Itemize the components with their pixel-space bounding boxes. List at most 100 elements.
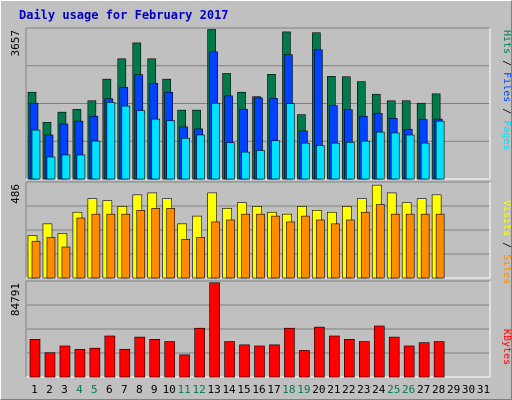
- kbytes-bar: [344, 339, 355, 378]
- pages-bar: [181, 137, 190, 180]
- x-tick-label: 13: [207, 383, 220, 396]
- kbytes-bar: [403, 345, 415, 378]
- pages-bar: [31, 129, 41, 180]
- x-tick-label: 12: [193, 383, 206, 396]
- sites-bar: [256, 213, 265, 279]
- x-tick-label: 28: [432, 383, 445, 396]
- sites-bar: [46, 237, 56, 279]
- pages-bar: [375, 131, 385, 180]
- sites-bar: [181, 239, 190, 279]
- kbytes-bar: [373, 325, 385, 378]
- kbytes-bar: [74, 348, 86, 378]
- sites-bar: [76, 217, 86, 279]
- pages-bar: [435, 120, 445, 180]
- pages-bar: [226, 142, 235, 180]
- x-tick-label: 18: [282, 383, 295, 396]
- legend-kbytes: KBytes: [501, 329, 511, 365]
- pages-bar: [256, 150, 265, 180]
- pages-bar: [211, 102, 220, 180]
- sites-bar: [196, 237, 205, 279]
- x-tick-label: 9: [151, 383, 158, 396]
- sites-bar: [91, 213, 101, 279]
- x-tick-label: 15: [237, 383, 250, 396]
- pages-bar: [360, 140, 370, 180]
- x-tick-label: 16: [252, 383, 265, 396]
- kbytes-bar: [179, 354, 190, 378]
- kbytes-bar: [269, 344, 280, 378]
- kbytes-bar: [388, 336, 400, 378]
- y-max-label: 486: [9, 184, 22, 204]
- pages-bar: [76, 154, 86, 180]
- kbytes-bar: [29, 339, 41, 378]
- x-tick-label: 25: [387, 383, 400, 396]
- sites-bar: [331, 223, 340, 279]
- pages-bar: [346, 142, 355, 180]
- pages-bar: [271, 140, 280, 180]
- x-tick-label: 23: [357, 383, 370, 396]
- pages-bar: [121, 105, 131, 180]
- pages-bar: [301, 142, 310, 180]
- kbytes-bar: [134, 336, 146, 378]
- x-tick-label: 6: [106, 383, 113, 396]
- sites-bar: [286, 221, 295, 279]
- kbytes-bar: [329, 335, 340, 378]
- sites-bar: [241, 213, 250, 279]
- sites-bar: [226, 219, 235, 279]
- sites-bar: [360, 211, 370, 279]
- sites-bar: [375, 204, 385, 279]
- kbytes-bar: [89, 347, 101, 378]
- x-tick-label: 14: [222, 383, 236, 396]
- sites-bar: [136, 210, 146, 279]
- sites-bar: [435, 213, 445, 279]
- kbytes-bar: [59, 345, 71, 378]
- sites-bar: [301, 215, 310, 279]
- kbytes-bar: [433, 341, 445, 378]
- sites-bar: [106, 213, 116, 279]
- x-tick-label: 11: [178, 383, 191, 396]
- kbytes-bar: [254, 345, 265, 378]
- legend-visits-sites: Visits / Sites: [501, 200, 511, 284]
- kbytes-bar: [209, 282, 220, 378]
- sites-bar: [346, 219, 355, 279]
- x-tick-label: 8: [136, 383, 143, 396]
- kbytes-bar: [284, 327, 295, 378]
- pages-bar: [286, 103, 295, 180]
- sites-bar: [211, 221, 220, 279]
- sites-bar: [405, 213, 415, 279]
- kbytes-bar: [418, 342, 430, 378]
- pages-bar: [420, 142, 430, 180]
- kbytes-bar: [149, 339, 161, 378]
- kbytes-bar: [314, 326, 325, 378]
- kbytes-bar: [299, 350, 310, 378]
- chart-title: Daily usage for February 2017: [19, 8, 229, 22]
- pages-bar: [241, 151, 250, 180]
- pages-bar: [151, 118, 161, 180]
- pages-bar: [61, 154, 71, 180]
- kbytes-bar: [194, 327, 205, 378]
- x-tick-label: 2: [46, 383, 53, 396]
- x-tick-label: 27: [417, 383, 430, 396]
- kbytes-bar: [44, 352, 56, 378]
- y-max-label: 84791: [9, 283, 22, 316]
- pages-bar: [405, 134, 415, 180]
- x-tick-label: 24: [372, 383, 386, 396]
- x-tick-label: 4: [76, 383, 83, 396]
- x-tick-label: 26: [402, 383, 415, 396]
- kbytes-bar: [104, 335, 116, 378]
- sites-bar: [166, 208, 176, 279]
- kbytes-bar: [164, 341, 176, 378]
- kbytes-bar: [224, 341, 235, 378]
- x-tick-label: 5: [91, 383, 98, 396]
- x-tick-label: 31: [477, 383, 490, 396]
- y-max-label: 3657: [9, 30, 22, 57]
- x-tick-label: 22: [342, 383, 355, 396]
- pages-bar: [196, 134, 205, 180]
- kbytes-bar: [119, 348, 131, 378]
- pages-bar: [331, 142, 340, 180]
- x-tick-label: 30: [462, 383, 475, 396]
- pages-bar: [136, 110, 146, 180]
- pages-bar: [316, 145, 325, 180]
- sites-bar: [390, 213, 400, 279]
- sites-bar: [271, 215, 280, 279]
